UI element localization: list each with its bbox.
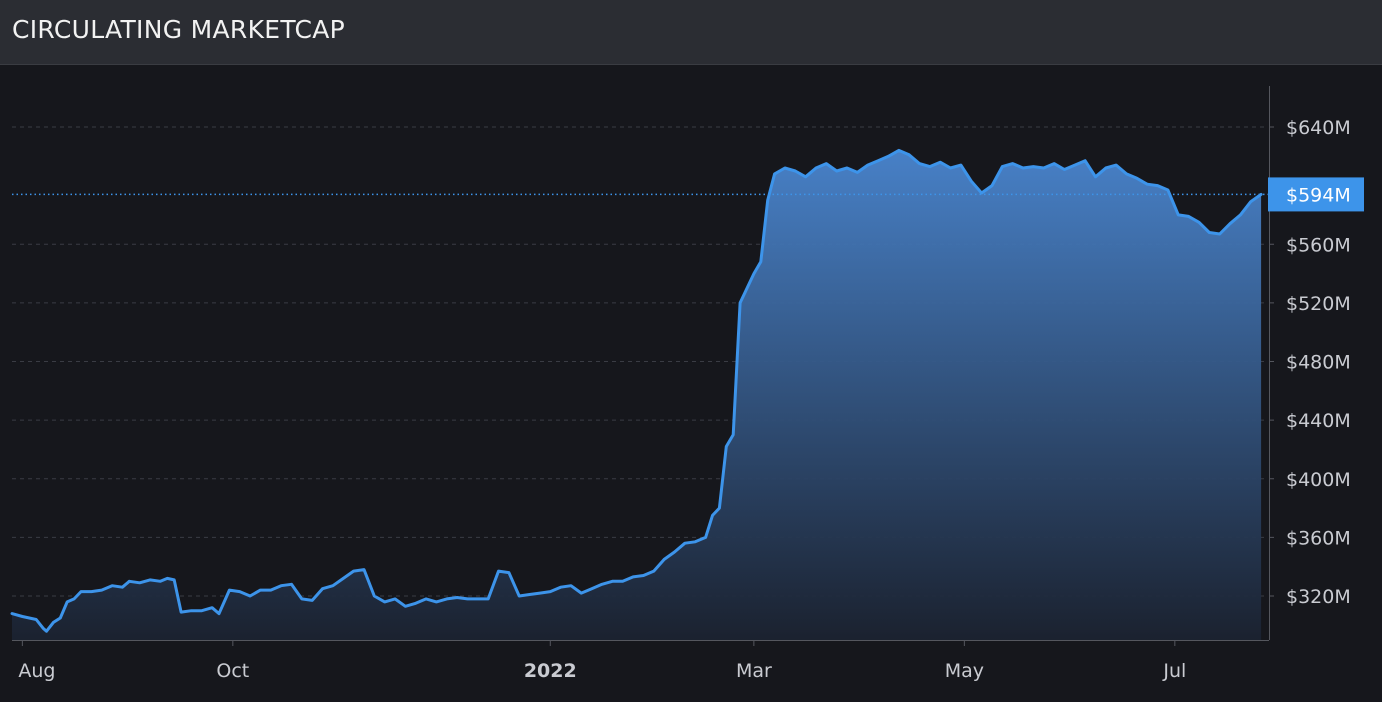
y-tick-label: $560M [1286,234,1351,256]
series-line [10,148,1263,633]
x-tick-label: May [945,660,984,682]
grid-lines [12,126,1268,597]
last-value-badge [1268,177,1364,212]
x-axis-ticks: Aug Oct 2022 Mar May Jul [18,640,1186,682]
last-value-label: $594M [1286,184,1351,206]
y-tick-label: $440M [1286,410,1351,432]
series-area [12,150,1262,640]
y-tick-label: $480M [1286,352,1351,374]
x-tick-label: Aug [18,660,55,682]
chart-header: CIRCULATING MARKETCAP [0,0,1382,65]
y-axis-ticks: $320M $360M $400M $440M $480M $520M $560M $640M [1269,117,1351,608]
chart-container: $320M $360M $400M $440M $480M $520M $560M $640M… [0,66,1382,698]
page-title: CIRCULATING MARKETCAP [12,15,346,44]
y-tick-label: $640M [1286,117,1351,139]
last-value-marker: $594M [12,177,1364,212]
y-tick-label: $360M [1286,527,1351,549]
x-tick-label: Oct [216,660,249,682]
y-tick-label: $400M [1286,469,1351,491]
area-fill [10,148,1263,640]
marketcap-area-chart[interactable]: $320M $360M $400M $440M $480M $520M $560M $640M… [0,66,1382,698]
x-tick-label: Jul [1162,660,1186,682]
y-tick-label: $320M [1286,586,1351,608]
x-tick-label: Mar [736,660,772,682]
y-tick-label: $520M [1286,293,1351,315]
x-tick-label: 2022 [524,660,577,682]
